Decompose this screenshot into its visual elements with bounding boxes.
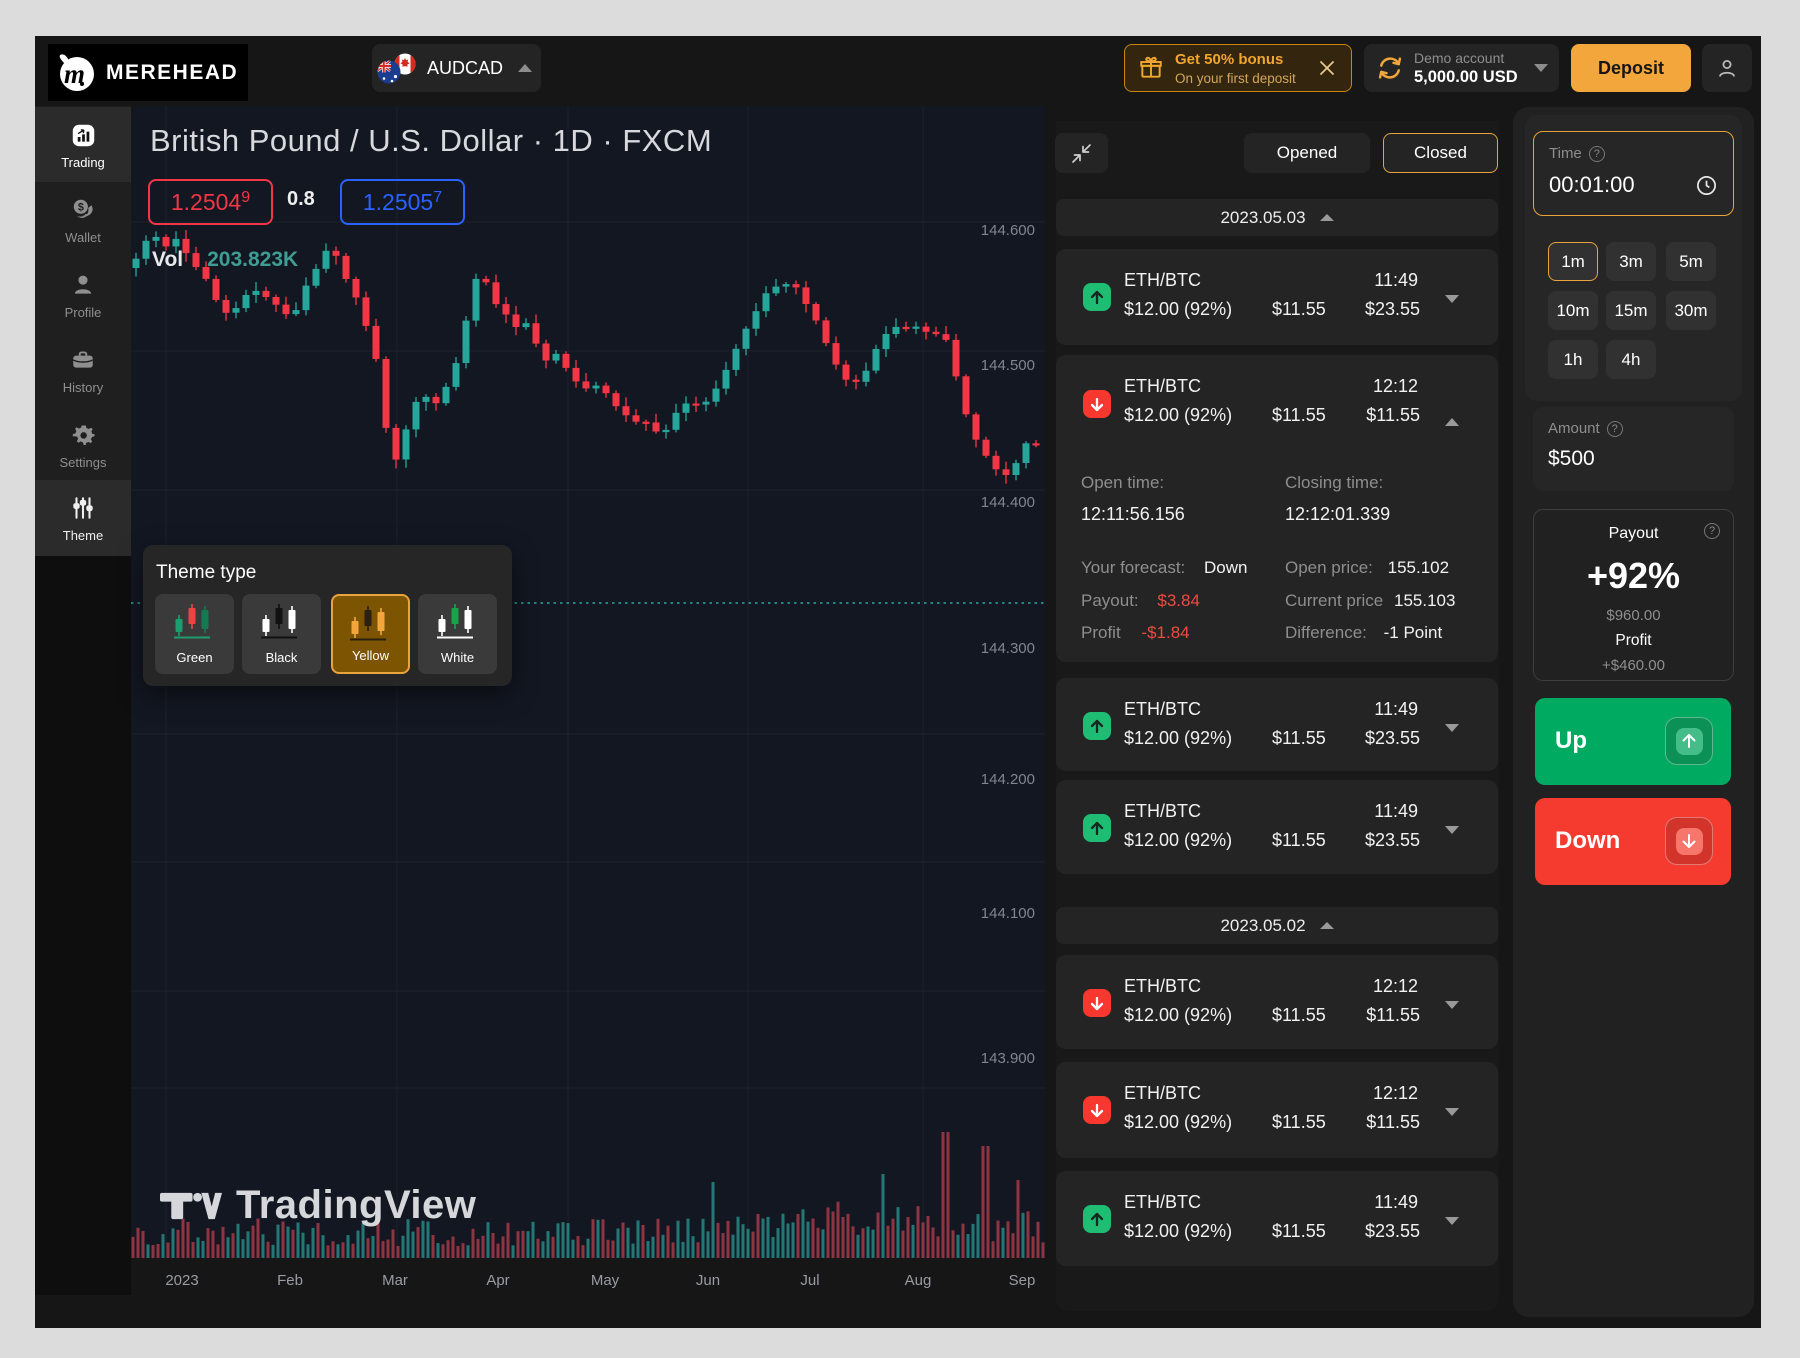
svg-text:144.200: 144.200 (981, 771, 1035, 788)
svg-text:Apr: Apr (486, 1272, 509, 1289)
svg-text:143.900: 143.900 (981, 1050, 1035, 1067)
svg-text:Sep: Sep (1009, 1272, 1036, 1289)
svg-text:Mar: Mar (382, 1272, 408, 1289)
svg-text:144.600: 144.600 (981, 222, 1035, 239)
svg-text:May: May (591, 1272, 620, 1289)
svg-text:Jul: Jul (800, 1272, 819, 1289)
svg-text:2023: 2023 (165, 1272, 198, 1289)
svg-text:144.500: 144.500 (981, 357, 1035, 374)
svg-text:144.400: 144.400 (981, 494, 1035, 511)
svg-text:$: $ (78, 202, 84, 214)
svg-text:144.100: 144.100 (981, 905, 1035, 922)
svg-text:m: m (64, 59, 85, 89)
svg-text:Jun: Jun (696, 1272, 720, 1289)
svg-text:Feb: Feb (277, 1272, 303, 1289)
svg-text:Aug: Aug (905, 1272, 932, 1289)
svg-text:144.300: 144.300 (981, 640, 1035, 657)
